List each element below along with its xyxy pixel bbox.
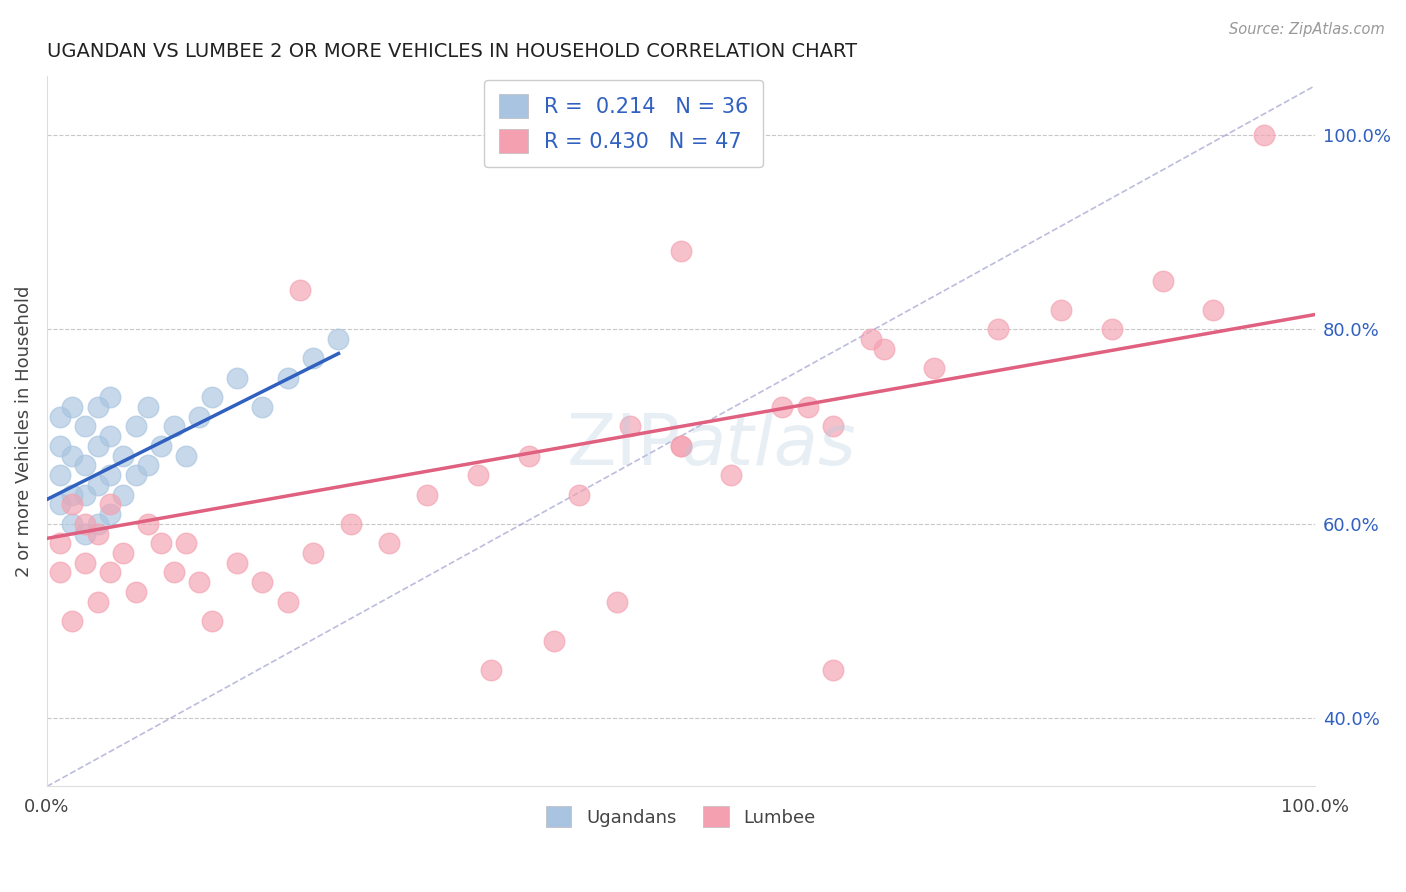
Point (73, 556, 96, 570)
Point (1152, 273, 1174, 287)
Text: atlas: atlas (681, 411, 855, 480)
Point (328, 332, 350, 346)
Point (568, 487, 591, 501)
Point (201, 390, 224, 404)
Point (86, 516, 108, 531)
Point (770, 400, 793, 414)
Point (821, 419, 844, 434)
Point (86, 594, 108, 608)
Point (86, 439, 108, 453)
Point (416, 487, 439, 501)
Legend: Ugandans, Lumbee: Ugandans, Lumbee (538, 799, 823, 834)
Text: UGANDAN VS LUMBEE 2 OR MORE VEHICLES IN HOUSEHOLD CORRELATION CHART: UGANDAN VS LUMBEE 2 OR MORE VEHICLES IN … (46, 42, 858, 61)
Point (124, 468, 146, 483)
Point (378, 536, 401, 550)
Y-axis label: 2 or more Vehicles in Household: 2 or more Vehicles in Household (15, 285, 32, 577)
Point (86, 400, 108, 414)
Point (98, 468, 121, 483)
Point (252, 400, 274, 414)
Point (150, 439, 173, 453)
Point (60, 497, 83, 511)
Point (136, 400, 159, 414)
Point (98, 507, 121, 521)
Point (669, 439, 692, 453)
Point (669, 244, 692, 259)
Point (467, 468, 489, 483)
Point (86, 478, 108, 492)
Point (48, 468, 70, 483)
Point (48, 566, 70, 580)
Point (290, 283, 312, 297)
Point (60, 400, 83, 414)
Point (73, 419, 96, 434)
Point (277, 371, 299, 385)
Point (73, 516, 96, 531)
Point (111, 546, 134, 560)
Point (188, 575, 211, 590)
Point (176, 449, 198, 463)
Point (226, 556, 249, 570)
Point (124, 419, 146, 434)
Point (60, 487, 83, 501)
Point (136, 516, 159, 531)
Point (821, 663, 844, 677)
Point (1253, 128, 1275, 142)
Point (1101, 322, 1123, 336)
Point (136, 458, 159, 473)
Point (60, 516, 83, 531)
Point (543, 633, 565, 648)
Point (98, 390, 121, 404)
Point (201, 614, 224, 628)
Point (163, 419, 186, 434)
Point (111, 449, 134, 463)
Point (73, 487, 96, 501)
Point (924, 361, 946, 376)
Point (859, 332, 882, 346)
Point (48, 497, 70, 511)
Point (669, 439, 692, 453)
Point (73, 458, 96, 473)
Point (48, 536, 70, 550)
Text: ZIP: ZIP (567, 411, 681, 480)
Point (73, 526, 96, 541)
Point (302, 546, 325, 560)
Point (277, 594, 299, 608)
Point (606, 594, 628, 608)
Point (98, 497, 121, 511)
Point (872, 342, 894, 356)
Point (48, 439, 70, 453)
Point (60, 614, 83, 628)
Point (1202, 302, 1225, 317)
Point (176, 536, 198, 550)
Point (98, 566, 121, 580)
Point (150, 536, 173, 550)
Point (163, 566, 186, 580)
Point (188, 409, 211, 424)
Point (517, 449, 540, 463)
Point (226, 371, 249, 385)
Point (619, 419, 641, 434)
Point (1050, 302, 1073, 317)
Point (48, 409, 70, 424)
Point (111, 487, 134, 501)
Text: Source: ZipAtlas.com: Source: ZipAtlas.com (1229, 22, 1385, 37)
Point (340, 516, 363, 531)
Point (302, 351, 325, 366)
Point (720, 468, 742, 483)
Point (987, 322, 1010, 336)
Point (796, 400, 818, 414)
Point (86, 526, 108, 541)
Point (252, 575, 274, 590)
Point (479, 663, 502, 677)
Point (124, 585, 146, 599)
Point (60, 449, 83, 463)
Point (98, 429, 121, 443)
